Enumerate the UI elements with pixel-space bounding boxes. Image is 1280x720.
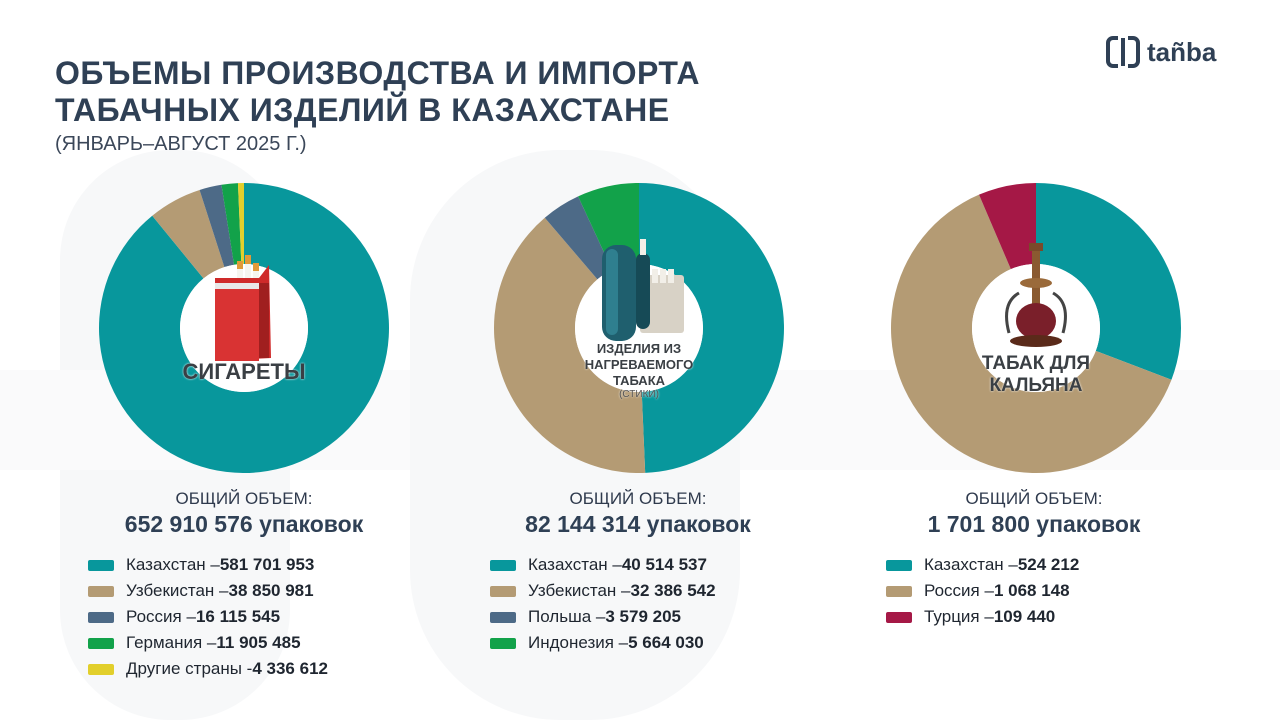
legend-swatch [490, 611, 516, 623]
legend-label: Казахстан – [528, 555, 622, 574]
hookah-label-line-1: ТАБАК ДЛЯ [981, 353, 1091, 374]
cigarettes-donut-svg [99, 183, 389, 473]
heated-tobacco-label-line-2: НАГРЕВАЕМОГО [584, 357, 694, 372]
legend-swatch [88, 637, 114, 649]
legend-value: 524 212 [1017, 555, 1080, 574]
legend-item: Казахстан – 524 212 [886, 552, 1079, 578]
tanba-logo-icon [1106, 36, 1140, 68]
legend-item: Узбекистан – 38 850 981 [88, 578, 328, 604]
hookah-tobacco-total-value: 1 701 800 упаковок [927, 511, 1141, 537]
page-subtitle: (ЯНВАРЬ–АВГУСТ 2025 Г.) [55, 133, 307, 155]
heated-tobacco-total-value: 82 144 314 упаковок [525, 511, 751, 537]
legend-value: 5 664 030 [628, 633, 704, 652]
hookah-tobacco-donut-chart: ТАБАК ДЛЯ КАЛЬЯНА [891, 183, 1181, 473]
legend-item: Узбекистан – 32 386 542 [490, 578, 716, 604]
legend-value: 1 068 148 [993, 581, 1070, 600]
slice-казахстан [99, 183, 389, 473]
slice-турция [978, 183, 1036, 270]
legend-swatch [88, 559, 114, 571]
heated-tobacco-sublabel: (СТИКИ) [619, 389, 659, 400]
heated-tobacco-center-label: ИЗДЕЛИЯ ИЗ НАГРЕВАЕМОГО ТАБАКА (СТИКИ) [494, 341, 784, 401]
legend-swatch [88, 585, 114, 597]
legend-label: Россия – [126, 607, 196, 626]
legend-value: 3 579 205 [605, 607, 681, 626]
logo-text: tañba [1147, 36, 1217, 67]
legend-label: Турция – [924, 607, 994, 626]
legend-label: Казахстан – [924, 555, 1018, 574]
legend-label: Казахстан – [126, 555, 220, 574]
legend-item: Казахстан – 40 514 537 [490, 552, 716, 578]
legend-label: Узбекистан – [528, 581, 631, 600]
legend-value: 581 701 953 [219, 555, 315, 574]
heated-tobacco-label-line-3: ТАБАКА [612, 373, 666, 388]
page-title-line-2: ТАБАЧНЫХ ИЗДЕЛИЙ В КАЗАХСТАНЕ [55, 92, 670, 128]
heated-tobacco-total-label: ОБЩИЙ ОБЪЕМ: [569, 489, 707, 508]
legend-value: 40 514 537 [621, 555, 707, 574]
slice-узбекистан [494, 217, 646, 473]
heated-tobacco-donut-chart: ИЗДЕЛИЯ ИЗ НАГРЕВАЕМОГО ТАБАКА (СТИКИ) [494, 183, 784, 473]
legend-item: Казахстан – 581 701 953 [88, 552, 328, 578]
legend-swatch [886, 585, 912, 597]
title-block: ОБЪЕМЫ ПРОИЗВОДСТВА И ИМПОРТА ТАБАЧНЫХ И… [55, 55, 700, 156]
heated-tobacco-label-line-1: ИЗДЕЛИЯ ИЗ [596, 341, 682, 356]
legend-value: 109 440 [993, 607, 1056, 626]
slice-россия [199, 184, 235, 268]
hookah-tobacco-donut-svg [891, 183, 1181, 473]
page-title-line-1: ОБЪЕМЫ ПРОИЗВОДСТВА И ИМПОРТА [55, 55, 701, 91]
slice-другие-страны [237, 183, 244, 265]
hookah-tobacco-total-label: ОБЩИЙ ОБЪЕМ: [965, 489, 1103, 508]
cigarette-pack-icon [215, 255, 271, 361]
cigarettes-total-label: ОБЩИЙ ОБЪЕМ: [175, 489, 313, 508]
slice-россия [891, 194, 1172, 473]
heated-tobacco-legend: Казахстан – 40 514 537 Узбекистан – 32 38… [490, 552, 716, 656]
legend-value: 11 905 485 [216, 633, 301, 652]
legend-swatch [886, 611, 912, 623]
legend-swatch [88, 611, 114, 623]
slice-узбекистан [152, 189, 225, 279]
heated-tobacco-donut-svg [494, 183, 784, 473]
legend-swatch [490, 559, 516, 571]
legend-item: Индонезия – 5 664 030 [490, 630, 716, 656]
legend-value: 32 386 542 [630, 581, 716, 600]
legend-label: Германия – [126, 633, 217, 652]
legend-item: Германия – 11 905 485 [88, 630, 328, 656]
hookah-icon [1005, 243, 1067, 347]
hookah-tobacco-legend: Казахстан – 524 212 Россия – 1 068 148 Тур… [886, 552, 1079, 630]
legend-value: 38 850 981 [228, 581, 314, 600]
legend-value: 4 336 612 [252, 659, 328, 678]
legend-label: Другие страны - [126, 659, 253, 678]
legend-label: Россия – [924, 581, 994, 600]
cigarettes-donut-chart: СИГАРЕТЫ [99, 183, 389, 473]
legend-item: Другие страны - 4 336 612 [88, 656, 328, 682]
cigarettes-total-value: 652 910 576 упаковок [124, 511, 364, 537]
cigarettes-legend: Казахстан – 581 701 953 Узбекистан – 38 8… [88, 552, 328, 682]
hookah-label-line-2: КАЛЬЯНА [989, 375, 1083, 396]
slice-польша [544, 196, 613, 280]
legend-item: Россия – 1 068 148 [886, 578, 1079, 604]
legend-item: Турция – 109 440 [886, 604, 1079, 630]
legend-swatch [490, 585, 516, 597]
legend-item: Россия – 16 115 545 [88, 604, 328, 630]
heated-tobacco-device-icon [602, 239, 684, 341]
legend-swatch [886, 559, 912, 571]
legend-label: Индонезия – [528, 633, 629, 652]
legend-swatch [88, 663, 114, 675]
legend-value: 16 115 545 [195, 607, 281, 626]
brand-logo: tañba [1105, 34, 1216, 70]
legend-label: Узбекистан – [126, 581, 229, 600]
legend-label: Польша – [528, 607, 606, 626]
legend-item: Польша – 3 579 205 [490, 604, 716, 630]
hookah-tobacco-center-label: ТАБАК ДЛЯ КАЛЬЯНА [891, 353, 1181, 397]
cigarettes-center-label: СИГАРЕТЫ [182, 359, 306, 384]
slice-казахстан [639, 183, 784, 473]
legend-swatch [490, 637, 516, 649]
slice-казахстан [1036, 183, 1181, 380]
slice-германия [221, 183, 242, 265]
